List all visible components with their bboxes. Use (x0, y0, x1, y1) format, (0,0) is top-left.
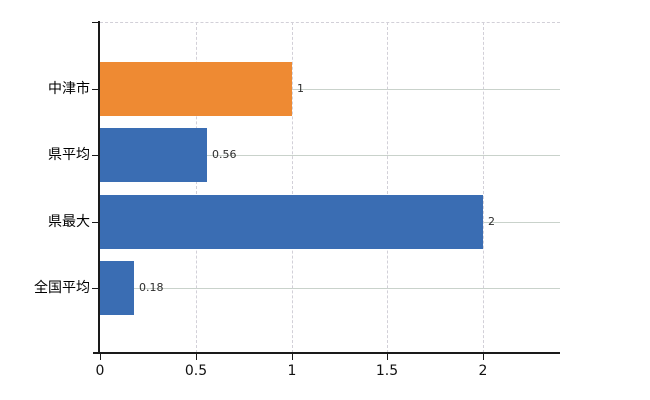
bar-value-label: 0.56 (212, 148, 237, 161)
bar-value-label: 2 (488, 215, 495, 228)
x-axis-label: 0.5 (184, 363, 208, 379)
x-axis-tick (100, 354, 101, 360)
gridline-vertical (292, 22, 293, 353)
bar-県最大[interactable] (100, 195, 483, 249)
gridline-vertical (387, 22, 388, 353)
y-axis-tick (92, 89, 98, 90)
gridline-vertical (196, 22, 197, 353)
bar-中津市[interactable] (100, 62, 292, 116)
x-axis-tick (292, 354, 293, 360)
bar-value-label: 0.18 (139, 281, 164, 294)
bar-value-label: 1 (297, 82, 304, 95)
category-label-全国平均: 全国平均 (34, 280, 90, 296)
y-axis-tick (92, 22, 98, 23)
category-label-県平均: 県平均 (48, 147, 90, 163)
bar-全国平均[interactable] (100, 261, 134, 315)
x-axis-tick (196, 354, 197, 360)
x-axis-tick (387, 354, 388, 360)
x-axis-label: 0 (95, 363, 105, 379)
gridline-vertical (483, 22, 484, 353)
x-axis-label: 2 (478, 363, 488, 379)
y-axis-tick (92, 222, 98, 223)
x-axis-label: 1.5 (375, 363, 399, 379)
x-axis-tick (483, 354, 484, 360)
y-axis-tick (92, 288, 98, 289)
x-axis-line (93, 352, 560, 354)
gridline-top (100, 22, 560, 23)
category-label-中津市: 中津市 (48, 81, 90, 97)
y-axis-line (98, 21, 100, 353)
gridline-category (100, 89, 560, 90)
gridline-category (100, 155, 560, 156)
gridline-category (100, 288, 560, 289)
x-axis-label: 1 (287, 363, 297, 379)
y-axis-tick (92, 155, 98, 156)
category-label-県最大: 県最大 (48, 214, 90, 230)
bar-県平均[interactable] (100, 128, 207, 182)
